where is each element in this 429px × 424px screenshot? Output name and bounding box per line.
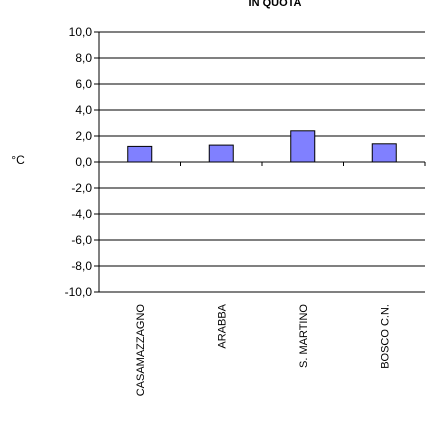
y-tick-label: -8,0 bbox=[71, 259, 92, 273]
axes bbox=[94, 31, 426, 293]
y-tick-label: 0,0 bbox=[75, 155, 92, 169]
y-tick-labels: 10,0 8,0 6,0 4,0 2,0 0,0 -2,0 -4,0 -6,0 -8,0 -10,0 bbox=[65, 25, 93, 299]
y-tick-label: 6,0 bbox=[75, 77, 92, 91]
y-tick-label: 2,0 bbox=[75, 129, 92, 143]
bar bbox=[371, 143, 397, 163]
y-tick-label: 10,0 bbox=[69, 25, 93, 39]
x-category-label: BOSCO C.N. bbox=[379, 304, 391, 369]
grid-lines bbox=[99, 31, 425, 293]
bar bbox=[127, 145, 153, 163]
bars bbox=[127, 130, 397, 163]
y-axis-label: °C bbox=[11, 153, 25, 167]
y-tick-label: -4,0 bbox=[71, 207, 92, 221]
bar bbox=[290, 130, 316, 163]
y-tick-label: -10,0 bbox=[65, 285, 93, 299]
bar bbox=[208, 144, 234, 163]
x-category-label: ARABBA bbox=[216, 303, 228, 348]
y-tick-label: -2,0 bbox=[71, 181, 92, 195]
x-category-label: S. MARTINO bbox=[298, 304, 310, 368]
chart-title: IN QUOTA bbox=[249, 0, 302, 9]
y-tick-label: 4,0 bbox=[75, 103, 92, 117]
x-category-label: CASAMAZZAGNO bbox=[135, 304, 147, 397]
y-tick-label: -6,0 bbox=[71, 233, 92, 247]
y-tick-label: 8,0 bbox=[75, 51, 92, 65]
x-category-labels: CASAMAZZAGNO ARABBA S. MARTINO BOSCO C.N. bbox=[135, 303, 392, 396]
